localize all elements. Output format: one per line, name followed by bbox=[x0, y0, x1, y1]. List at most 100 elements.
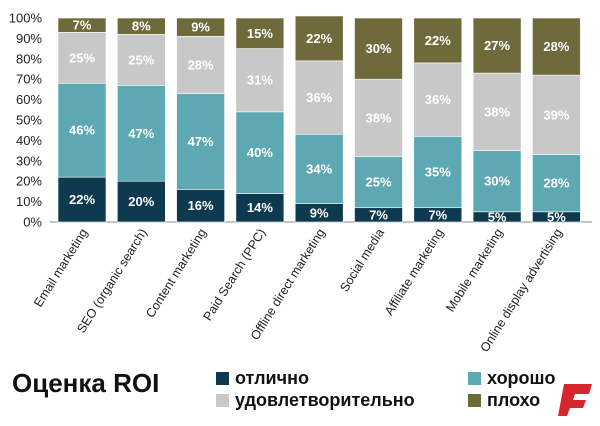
brand-logo-icon bbox=[558, 384, 592, 416]
data-label: 47% bbox=[128, 126, 154, 141]
data-label: 25% bbox=[128, 52, 154, 67]
data-label: 5% bbox=[488, 209, 507, 224]
bar-segment-good bbox=[413, 136, 463, 209]
bar-segment-good bbox=[57, 82, 107, 178]
bar-segment-good bbox=[176, 93, 225, 190]
x-category-label: Social media bbox=[337, 226, 387, 294]
bar-segment-good bbox=[294, 133, 344, 204]
data-label: 8% bbox=[132, 19, 151, 34]
y-tick-label: 80% bbox=[16, 51, 42, 66]
bar-stack: 22% 46% 25% 7% bbox=[57, 17, 107, 223]
y-tick-label: 100% bbox=[9, 11, 43, 26]
data-label: 36% bbox=[306, 90, 332, 105]
legend-label-satisfactory: удовлетворительно bbox=[235, 390, 415, 410]
data-label: 9% bbox=[310, 205, 329, 220]
y-tick-label: 0% bbox=[23, 215, 42, 230]
x-category-label: Content marketing bbox=[143, 226, 209, 320]
bar-stack: 7% 35% 36% 22% bbox=[413, 17, 463, 222]
y-tick-label: 90% bbox=[16, 31, 42, 46]
data-label: 5% bbox=[547, 209, 566, 224]
data-label: 28% bbox=[543, 176, 569, 191]
bar-stack: 20% 47% 25% 8% bbox=[117, 17, 166, 223]
data-label: 30% bbox=[484, 174, 510, 189]
chart-title: Оценка ROI bbox=[12, 368, 160, 398]
bar-segment-bad bbox=[117, 17, 166, 35]
data-label: 9% bbox=[191, 20, 210, 35]
bar-segment-satisfactory bbox=[472, 72, 522, 151]
data-label: 31% bbox=[247, 73, 273, 88]
bar-stack: 5% 30% 38% 27% bbox=[472, 17, 522, 224]
data-label: 25% bbox=[69, 50, 95, 65]
bar-segment-bad bbox=[472, 17, 522, 74]
data-label: 7% bbox=[428, 207, 447, 222]
y-tick-label: 70% bbox=[16, 72, 42, 87]
x-category-label: Affiliate marketing bbox=[382, 226, 446, 318]
data-label: 22% bbox=[425, 33, 451, 48]
bar-segment-excellent bbox=[235, 193, 285, 223]
data-label: 27% bbox=[484, 38, 510, 53]
data-label: 7% bbox=[73, 18, 92, 33]
data-label: 47% bbox=[188, 134, 214, 149]
data-label: 15% bbox=[247, 26, 273, 41]
y-tick-label: 60% bbox=[16, 92, 42, 107]
legend-item-excellent: отлично bbox=[216, 368, 309, 389]
bar-segment-excellent bbox=[117, 180, 166, 223]
data-label: 22% bbox=[69, 192, 95, 207]
legend-swatch-satisfactory bbox=[216, 394, 229, 407]
legend-label-excellent: отлично bbox=[235, 368, 309, 388]
bar-segment-bad bbox=[532, 17, 581, 76]
bar-stack: 14% 40% 31% 15% bbox=[235, 17, 285, 223]
bar-segment-bad bbox=[354, 17, 403, 80]
bar-segment-bad bbox=[176, 17, 225, 37]
bar-stack: 16% 47% 28% 9% bbox=[176, 17, 225, 223]
data-label: 40% bbox=[247, 145, 273, 160]
legend-item-bad: плохо bbox=[468, 390, 540, 411]
bar-stack: 5% 28% 39% 28% bbox=[532, 17, 581, 224]
legend-swatch-good bbox=[468, 372, 481, 385]
data-label: 7% bbox=[369, 207, 388, 222]
legend-item-satisfactory: удовлетворительно bbox=[216, 390, 415, 411]
data-label: 28% bbox=[543, 39, 569, 54]
bar-segment-good bbox=[472, 150, 522, 213]
legend-label-bad: плохо bbox=[487, 390, 541, 410]
data-label: 14% bbox=[247, 200, 273, 215]
legend-swatch-excellent bbox=[216, 372, 229, 385]
bar-segment-satisfactory bbox=[354, 78, 403, 158]
data-label: 30% bbox=[365, 41, 391, 56]
bar-stack: 9% 34% 36% 22% bbox=[294, 15, 344, 223]
y-tick-label: 30% bbox=[16, 153, 42, 168]
y-tick-label: 40% bbox=[16, 133, 42, 148]
bar-segment-good bbox=[235, 111, 285, 194]
data-label: 28% bbox=[188, 57, 214, 72]
data-label: 46% bbox=[69, 123, 95, 138]
bar-segment-satisfactory bbox=[294, 60, 344, 135]
bar-segment-satisfactory bbox=[235, 48, 285, 113]
bar-segment-satisfactory bbox=[117, 34, 166, 86]
bar-segment-excellent bbox=[57, 176, 107, 223]
data-label: 16% bbox=[188, 198, 214, 213]
data-label: 35% bbox=[425, 165, 451, 180]
bar-segment-bad bbox=[235, 17, 285, 49]
data-label: 36% bbox=[425, 92, 451, 107]
x-category-label: Mobile marketing bbox=[443, 226, 505, 314]
x-category-label: SEO (organic search) bbox=[74, 226, 150, 335]
data-label: 38% bbox=[484, 104, 510, 119]
bar-segment-bad bbox=[294, 15, 344, 62]
bar-segment-excellent bbox=[176, 189, 225, 223]
bar-segment-good bbox=[117, 85, 166, 182]
legend-swatch-bad bbox=[468, 394, 481, 407]
bar-segment-bad bbox=[413, 17, 463, 64]
data-label: 38% bbox=[365, 110, 391, 125]
data-label: 39% bbox=[543, 107, 569, 122]
x-category-label: Paid Search (PPC) bbox=[201, 226, 269, 323]
data-label: 34% bbox=[306, 161, 332, 176]
bar-segment-satisfactory bbox=[176, 36, 225, 94]
y-tick-label: 20% bbox=[16, 174, 42, 189]
bar-segment-good bbox=[354, 156, 403, 209]
bar-stack: 7% 25% 38% 30% bbox=[354, 17, 403, 222]
data-label: 20% bbox=[128, 194, 154, 209]
legend-item-good: хорошо bbox=[468, 368, 556, 389]
bar-segment-bad bbox=[57, 17, 107, 33]
legend-label-good: хорошо bbox=[487, 368, 556, 388]
